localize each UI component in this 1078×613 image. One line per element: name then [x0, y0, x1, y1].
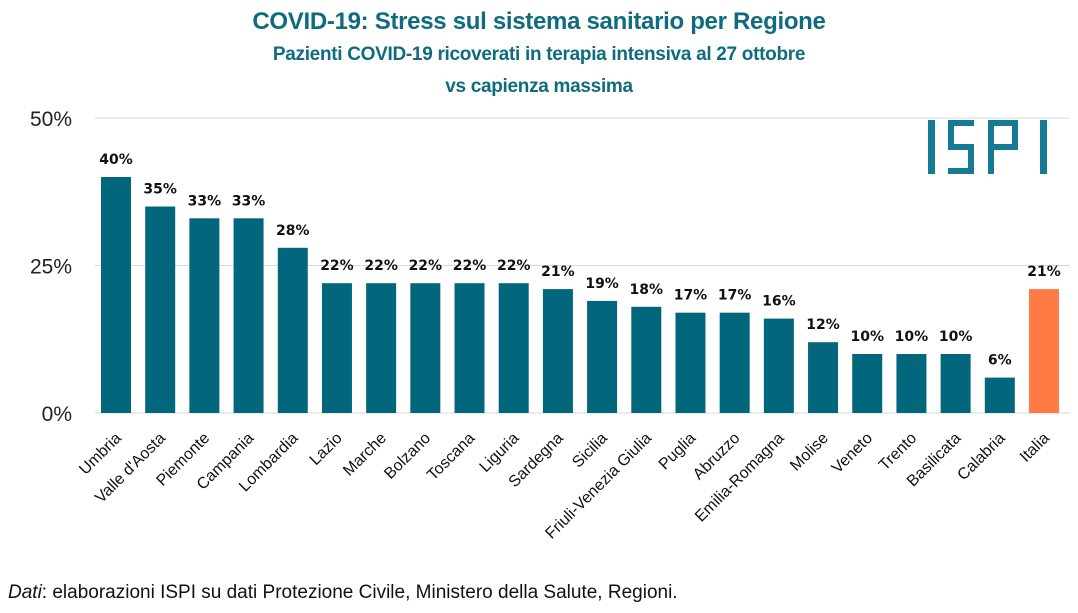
data-label: 10%	[939, 329, 973, 345]
chart-title: COVID-19: Stress sul sistema sanitario p…	[252, 8, 826, 35]
bar-sicilia	[587, 300, 618, 413]
y-tick-label: 50%	[30, 108, 72, 131]
data-label: 22%	[320, 258, 354, 274]
bar-italia	[1029, 289, 1059, 413]
data-label: 6%	[988, 353, 1012, 369]
data-label: 35%	[143, 182, 177, 198]
ispi-logo	[928, 120, 1047, 174]
data-label: 22%	[409, 258, 443, 274]
bar-abruzzo	[719, 312, 750, 413]
data-label: 10%	[895, 329, 929, 345]
data-label: 21%	[541, 264, 575, 280]
bar-piemonte	[189, 218, 220, 413]
bar-calabria	[984, 377, 1015, 413]
bar-toscana	[454, 283, 485, 413]
bar-sardegna	[542, 289, 573, 413]
bar-friuli-venezia-giulia	[631, 306, 662, 413]
data-label: 17%	[718, 288, 752, 304]
x-tick-label: Lazio	[307, 430, 346, 469]
data-label: 21%	[1027, 264, 1061, 280]
bar-trento	[896, 354, 927, 413]
x-tick-label: Calabria	[954, 430, 1008, 484]
x-tick-label: Molise	[787, 430, 832, 475]
bar-lazio	[321, 283, 352, 413]
bar-basilicata	[940, 354, 971, 413]
data-label: 18%	[630, 282, 664, 298]
x-tick-label: Veneto	[829, 430, 876, 477]
bar-molise	[808, 342, 839, 413]
y-axis: 0% 25% 50%	[30, 108, 72, 426]
data-labels: 40% 35% 33% 33% 28% 22% 22% 22% 22% 22% 21% 19% 18% 1…	[99, 152, 1061, 369]
data-label: 12%	[806, 317, 840, 333]
chart-subtitle-line1: Pazienti COVID-19 ricoverati in terapia …	[272, 44, 806, 65]
chart-subtitle-line2: vs capienza massima	[445, 76, 633, 97]
source-prefix: Dati	[8, 582, 42, 603]
data-label: 17%	[674, 288, 708, 304]
bar-marche	[366, 283, 397, 413]
x-tick-label: Sicilia	[569, 430, 611, 472]
bar-campania	[233, 218, 264, 413]
data-label: 10%	[850, 329, 884, 345]
bar-valle-d-aosta	[145, 206, 176, 413]
bar-liguria	[498, 283, 529, 413]
bar-lombardia	[277, 247, 308, 413]
bar-puglia	[675, 312, 706, 413]
data-label: 33%	[232, 193, 266, 209]
data-label: 22%	[497, 258, 531, 274]
data-label: 22%	[364, 258, 398, 274]
x-tick-label: Italia	[1017, 430, 1053, 466]
data-label: 33%	[188, 193, 222, 209]
data-label: 28%	[276, 223, 310, 239]
y-tick-label: 25%	[30, 256, 72, 279]
bars	[101, 177, 1059, 413]
x-tick-label: Puglia	[656, 430, 700, 474]
bar-emilia-romagna	[763, 318, 794, 413]
data-label: 40%	[99, 152, 133, 168]
source-text: : elaborazioni ISPI su dati Protezione C…	[41, 582, 678, 603]
source-note: Dati: elaborazioni ISPI su dati Protezio…	[8, 582, 678, 604]
data-label: 22%	[453, 258, 487, 274]
data-label: 19%	[585, 276, 619, 292]
bar-bolzano	[410, 283, 441, 413]
y-tick-label: 0%	[42, 403, 72, 426]
data-label: 16%	[762, 294, 796, 310]
bar-veneto	[852, 354, 883, 413]
x-tick-label: Toscana	[424, 430, 478, 484]
bar-umbria	[101, 177, 131, 413]
